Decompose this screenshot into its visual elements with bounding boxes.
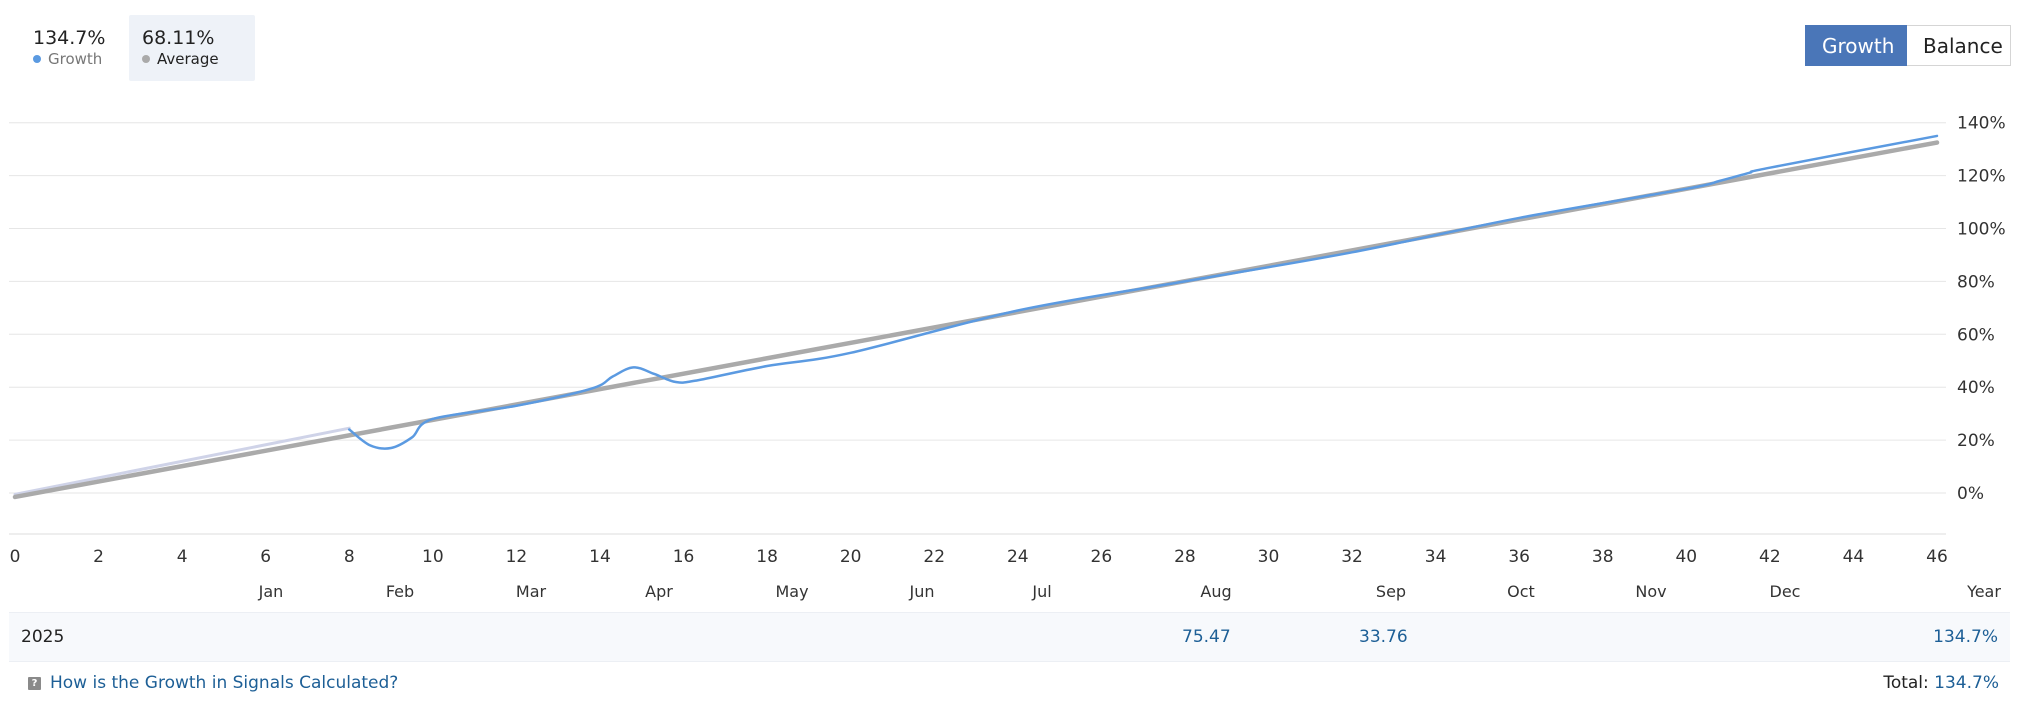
x-tick-label: 0 <box>10 547 21 567</box>
x-tick-label: 22 <box>923 547 945 567</box>
growth-chart: 140%120%100%80%60%40%20%0%0 2 4 6 8 10 12 14 16 1… <box>9 114 2006 601</box>
aug-value[interactable]: 75.47 <box>1182 627 1231 647</box>
average-dot-icon <box>142 55 150 63</box>
x-tick-label: 26 <box>1091 547 1113 567</box>
x-tick-label: 14 <box>589 547 611 567</box>
y-tick-label: 100% <box>1957 220 2006 240</box>
year-summary-row: 2025 75.47 33.76 134.7% <box>9 612 2010 662</box>
x-tick-label: 2 <box>93 547 104 567</box>
y-tick-label: 120% <box>1957 167 2006 187</box>
total-summary: Total: 134.7% <box>1883 673 1999 693</box>
month-label: Mar <box>516 582 547 601</box>
x-tick-label: 36 <box>1508 547 1530 567</box>
month-label: Apr <box>645 582 673 601</box>
x-tick-label: 28 <box>1174 547 1196 567</box>
y-tick-label: 60% <box>1957 325 1995 345</box>
x-tick-label: 42 <box>1759 547 1781 567</box>
total-value: 134.7% <box>1934 673 1999 693</box>
month-label: Feb <box>386 582 414 601</box>
faint-series-line <box>13 426 351 496</box>
year-label: 2025 <box>21 627 65 647</box>
legend-average-label: Average <box>129 50 255 68</box>
month-label: Year <box>1966 582 2001 601</box>
legend-average[interactable]: 68.11% Average <box>129 15 255 81</box>
x-tick-label: 32 <box>1341 547 1363 567</box>
growth-calculation-link[interactable]: How is the Growth in Signals Calculated? <box>50 673 399 693</box>
month-label: Oct <box>1507 582 1535 601</box>
x-tick-label: 10 <box>422 547 444 567</box>
x-tick-label: 18 <box>756 547 778 567</box>
growth-series-line <box>348 134 1939 450</box>
x-tick-label: 38 <box>1592 547 1614 567</box>
help-icon: ? <box>28 677 41 690</box>
x-tick-label: 4 <box>177 547 188 567</box>
month-label: Jan <box>258 582 284 601</box>
x-tick-label: 30 <box>1258 547 1280 567</box>
month-label: Dec <box>1770 582 1801 601</box>
y-tick-label: 140% <box>1957 114 2006 134</box>
x-tick-label: 16 <box>673 547 695 567</box>
legend-growth-label: Growth <box>20 50 120 68</box>
x-tick-label: 20 <box>840 547 862 567</box>
legend-average-value: 68.11% <box>142 27 215 49</box>
year-total-value[interactable]: 134.7% <box>1933 627 1998 647</box>
y-tick-label: 40% <box>1957 378 1995 398</box>
month-label: Sep <box>1376 582 1406 601</box>
x-tick-label: 34 <box>1425 547 1447 567</box>
month-label: Jul <box>1031 582 1051 601</box>
legend-growth[interactable]: 134.7% Growth <box>20 15 120 81</box>
y-tick-label: 20% <box>1957 431 1995 451</box>
month-label: Aug <box>1200 582 1231 601</box>
month-label: Nov <box>1635 582 1666 601</box>
x-tick-label: 6 <box>260 547 271 567</box>
total-label: Total: <box>1883 673 1929 693</box>
x-tick-label: 12 <box>506 547 528 567</box>
growth-button[interactable]: Growth <box>1805 25 1907 66</box>
balance-button[interactable]: Balance <box>1907 25 2011 66</box>
x-tick-label: 44 <box>1843 547 1865 567</box>
x-tick-label: 46 <box>1926 547 1948 567</box>
x-tick-label: 8 <box>344 547 355 567</box>
y-tick-label: 80% <box>1957 272 1995 292</box>
sep-value[interactable]: 33.76 <box>1359 627 1408 647</box>
y-tick-label: 0% <box>1957 484 1984 504</box>
x-tick-label: 40 <box>1675 547 1697 567</box>
chart-mode-toggle: Growth Balance <box>1805 25 2011 66</box>
footer: ? How is the Growth in Signals Calculate… <box>0 673 2023 697</box>
x-tick-label: 24 <box>1007 547 1029 567</box>
month-label: Jun <box>909 582 935 601</box>
legend-growth-value: 134.7% <box>33 27 106 49</box>
growth-dot-icon <box>33 55 41 63</box>
month-label: May <box>775 582 808 601</box>
